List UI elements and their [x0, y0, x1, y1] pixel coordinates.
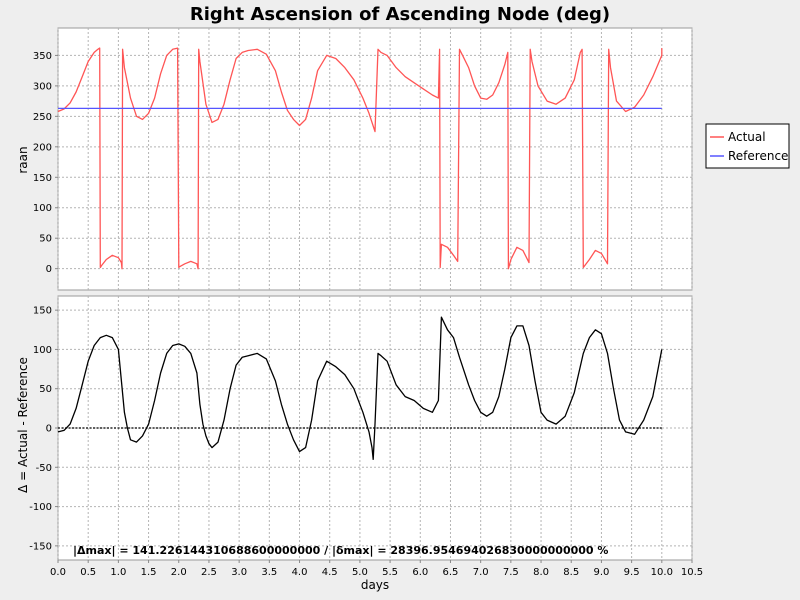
- bottom-series-line-delta: [57, 316, 663, 461]
- bottom-x-tick-label: 0.5: [80, 567, 96, 578]
- top-y-tick-label: 50: [39, 234, 52, 245]
- top-y-axis-label: raan: [16, 146, 30, 173]
- bottom-x-tick-label: 2.5: [201, 567, 217, 578]
- bottom-x-tick-label: 5.0: [352, 567, 368, 578]
- chart-title: Right Ascension of Ascending Node (deg): [190, 4, 610, 25]
- bottom-x-tick-label: 7.0: [473, 567, 489, 578]
- top-plot-area: [57, 27, 693, 291]
- top-y-tick-label: 150: [33, 173, 52, 184]
- legend-label-actual: Actual: [728, 130, 766, 144]
- top-y-tick-label: 350: [33, 51, 52, 62]
- bottom-x-tick-label: 5.5: [382, 567, 398, 578]
- bottom-x-tick-label: 8.0: [533, 567, 549, 578]
- bottom-x-tick-label: 10.5: [681, 567, 703, 578]
- bottom-x-tick-label: 1.5: [141, 567, 157, 578]
- bottom-x-tick-label: 4.5: [322, 567, 338, 578]
- bottom-x-tick-label: 6.5: [443, 567, 459, 578]
- top-y-tick-label: 300: [33, 81, 52, 92]
- legend-box: [705, 123, 790, 169]
- legend: Actual Reference: [705, 123, 790, 169]
- x-axis-label: days: [361, 578, 389, 592]
- bottom-y-tick-label: -150: [29, 541, 52, 552]
- bottom-x-tick-label: 3.5: [261, 567, 277, 578]
- bottom-x-tick-label: 9.5: [624, 567, 640, 578]
- bottom-x-tick-label: 9.0: [593, 567, 609, 578]
- top-y-tick-label: 200: [33, 142, 52, 153]
- bottom-x-tick-label: 6.0: [412, 567, 428, 578]
- bottom-x-tick-label: 10.0: [651, 567, 673, 578]
- bottom-panel: -150 -100 -50 0 50 100 150 0.0 0.5 1.0 1.5 2.0 2.5 3.…: [29, 295, 703, 578]
- top-series-line-actual: [57, 47, 663, 270]
- bottom-x-tick-label: 3.0: [231, 567, 247, 578]
- top-y-tick-label: 250: [33, 112, 52, 123]
- top-y-tick-label: 0: [46, 264, 52, 275]
- bottom-x-tick-label: 4.0: [292, 567, 308, 578]
- bottom-y-tick-label: 50: [39, 384, 52, 395]
- stats-annotation: |Δmax| = 141.226144310688600000000 / |δm…: [73, 544, 608, 557]
- top-y-tick-label: 100: [33, 203, 52, 214]
- bottom-y-axis-label: Δ = Actual - Reference: [16, 357, 30, 493]
- bottom-y-tick-label: -100: [29, 502, 52, 513]
- bottom-x-tick-label: 7.5: [503, 567, 519, 578]
- bottom-x-tick-label: 2.0: [171, 567, 187, 578]
- bottom-y-tick-label: 100: [33, 345, 52, 356]
- bottom-x-tick-label: 0.0: [50, 567, 66, 578]
- bottom-x-tick-label: 8.5: [563, 567, 579, 578]
- bottom-x-tick-label: 1.0: [110, 567, 126, 578]
- bottom-y-tick-label: 150: [33, 306, 52, 317]
- bottom-y-tick-label: 0: [46, 424, 52, 435]
- legend-label-reference: Reference: [728, 149, 788, 163]
- bottom-y-tick-label: -50: [36, 463, 52, 474]
- top-panel: 0 50 100 150 200 250 300 350: [33, 27, 693, 291]
